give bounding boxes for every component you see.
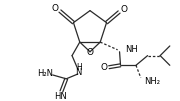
Text: HN: HN xyxy=(54,92,67,101)
Text: O: O xyxy=(120,5,127,14)
Text: O: O xyxy=(52,4,59,13)
Text: NH: NH xyxy=(125,45,138,54)
Text: NH₂: NH₂ xyxy=(144,77,160,86)
Text: N: N xyxy=(76,68,82,77)
Text: O: O xyxy=(101,63,108,72)
Text: H: H xyxy=(76,63,82,72)
Text: O: O xyxy=(87,48,93,57)
Text: H₂N: H₂N xyxy=(37,69,53,78)
